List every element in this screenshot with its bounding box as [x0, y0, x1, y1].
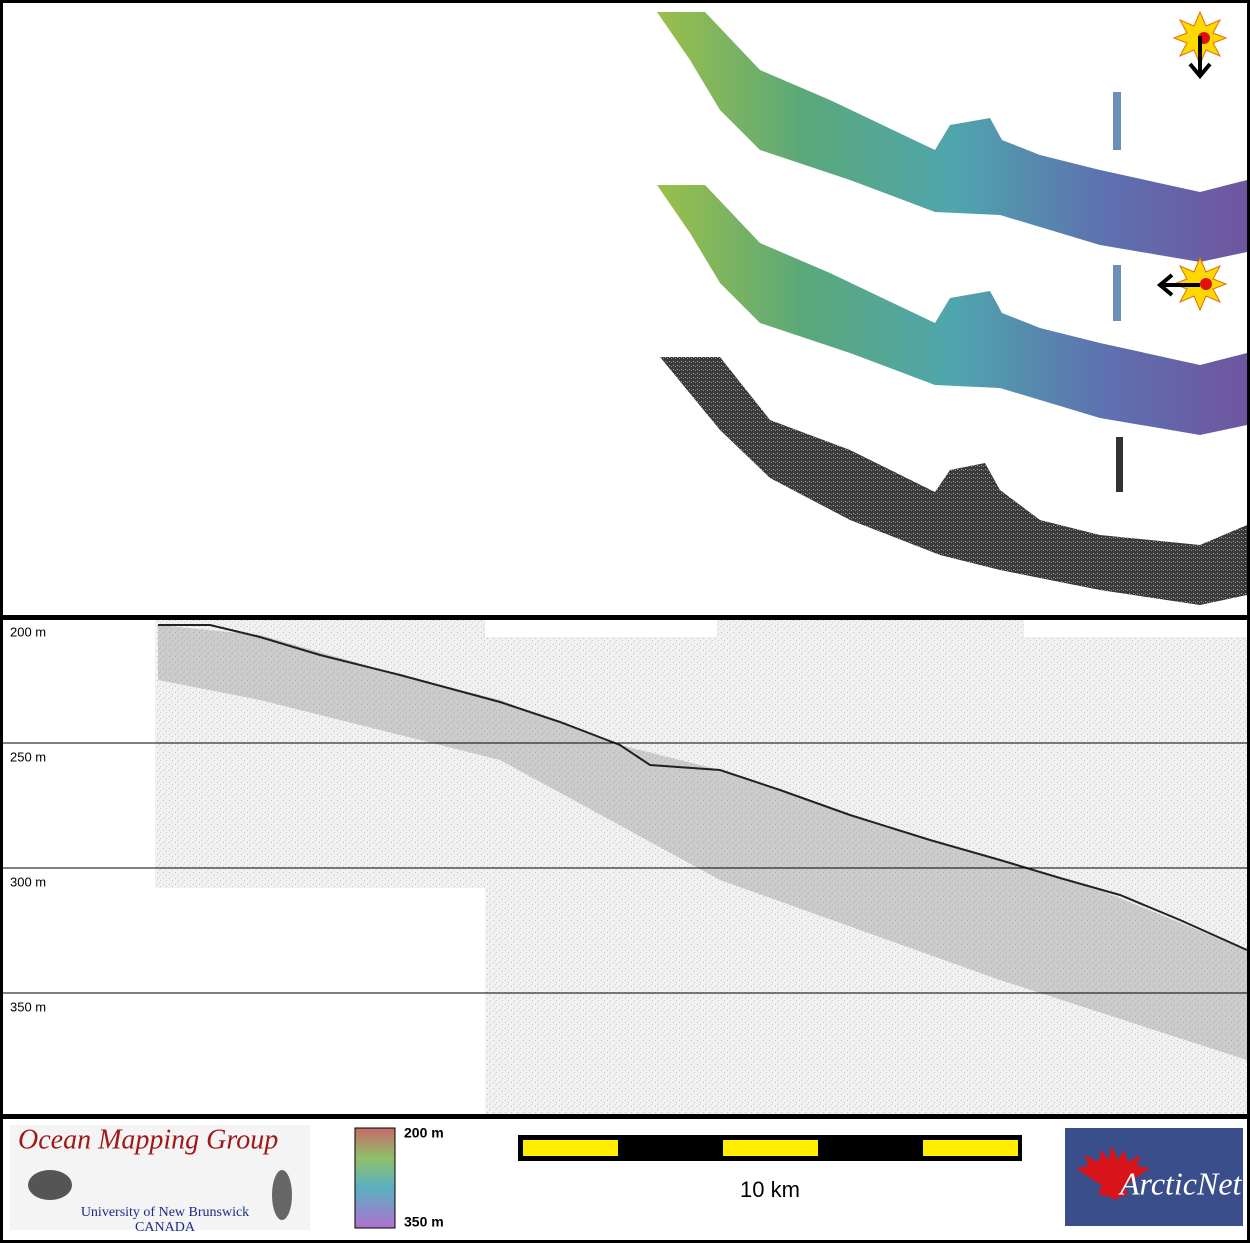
logo-text: University of New Brunswick	[81, 1205, 249, 1220]
omg-logo: Ocean Mapping Group University of New Br…	[10, 1124, 310, 1235]
colorbar-label: 200 m	[404, 1125, 444, 1141]
depth-label: 350 m	[10, 999, 46, 1014]
arcticnet-logo: ArcticNet	[1065, 1128, 1243, 1226]
depth-label: 200 m	[10, 624, 46, 639]
divider	[0, 615, 1250, 620]
illumination-icon	[1172, 10, 1228, 80]
depth-label: 250 m	[10, 749, 46, 764]
partner-label: ArcticNet	[1118, 1165, 1243, 1201]
scale-label: 10 km	[740, 1177, 800, 1202]
depth-label: 300 m	[10, 874, 46, 889]
illumination-icon	[1156, 256, 1228, 312]
colorbar	[354, 1127, 396, 1229]
swath-map	[657, 185, 1247, 435]
logo-text: CANADA	[135, 1220, 196, 1235]
backscatter-map	[660, 357, 1247, 605]
swath-map	[657, 12, 1247, 262]
colorbar-label: 350 m	[404, 1214, 444, 1230]
divider	[0, 1114, 1250, 1119]
logo-title: Ocean Mapping Group	[18, 1124, 278, 1155]
scale-bar	[518, 1135, 1022, 1161]
sub-bottom-profile	[155, 620, 1248, 1114]
